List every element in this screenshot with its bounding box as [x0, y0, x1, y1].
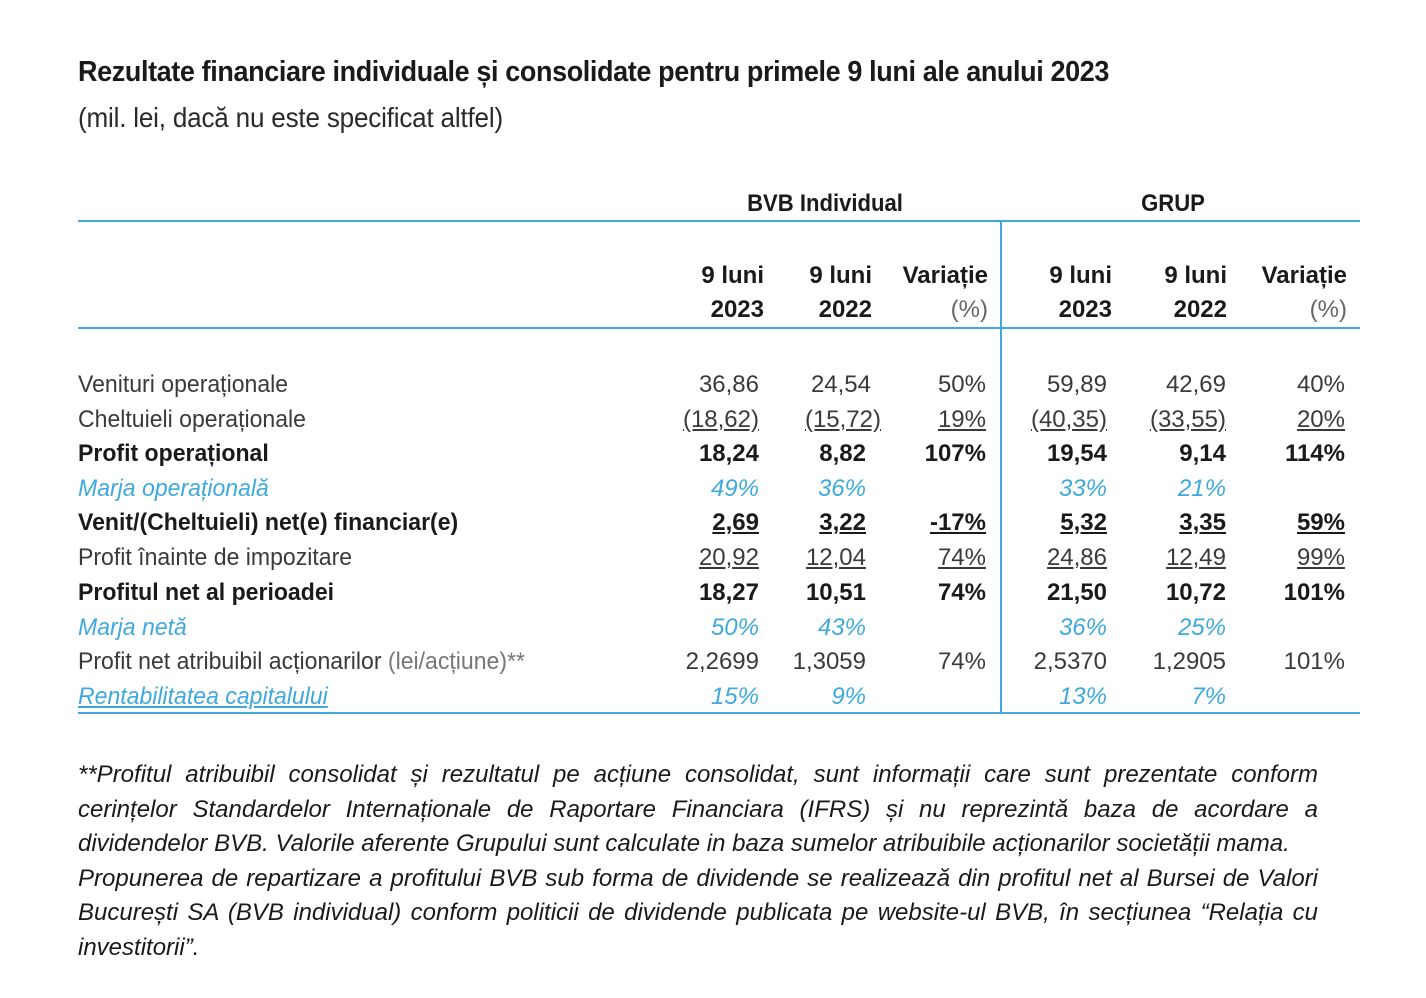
page-subtitle: (mil. lei, dacă nu este specificat altfe…	[78, 102, 503, 133]
row-label: Marja netă	[78, 614, 187, 641]
cell-ind-var: 107%	[924, 440, 986, 467]
table-group-divider	[1000, 222, 1002, 714]
cell-grp-var: 40%	[1296, 371, 1345, 398]
row-label: Venituri operaționale	[78, 371, 289, 398]
cell-ind-2022: 24,54	[810, 371, 871, 398]
table-row-venit-financiar: Venit/(Cheltuieli) net(e) financiar(e) 2…	[0, 506, 1426, 540]
column-header-grp-2023: 9 luni 2023	[1049, 262, 1112, 323]
cell-grp-var: 101%	[1283, 648, 1345, 675]
cell-ind-var: -17%	[929, 509, 986, 536]
cell-ind-2023: 49%	[710, 475, 759, 502]
cell-ind-2023: 18,24	[698, 440, 759, 467]
cell-ind-2023: 15%	[710, 683, 759, 710]
cell-grp-2023: 36%	[1058, 614, 1107, 641]
cell-ind-var: 74%	[937, 544, 986, 571]
cell-grp-2023: 13%	[1058, 683, 1107, 710]
cell-ind-2022: 3,22	[819, 509, 866, 536]
cell-grp-2022: 42,69	[1165, 371, 1226, 398]
row-label: Profitul net al perioadei	[78, 579, 335, 606]
cell-grp-2022: 1,2905	[1152, 648, 1226, 675]
footnote-ifrs: **Profitul atribuibil consolidat și rezu…	[78, 761, 1318, 857]
cell-grp-2023: 19,54	[1046, 440, 1107, 467]
cell-grp-2022: 9,14	[1179, 440, 1226, 467]
cell-ind-2022: 36%	[817, 475, 866, 502]
row-label: Rentabilitatea capitalului	[78, 683, 328, 710]
table-row-venituri: Venituri operaționale 36,86 24,54 50% 59…	[0, 368, 1426, 402]
group-header-individual: BVB Individual	[747, 190, 903, 217]
cell-ind-2023: 20,92	[698, 544, 759, 571]
cell-grp-var: 101%	[1283, 579, 1345, 606]
cell-ind-var: 50%	[937, 371, 986, 398]
table-header-rule	[78, 327, 1360, 329]
cell-grp-2022: 7%	[1191, 683, 1226, 710]
table-row-profit-operational: Profit operațional 18,24 8,82 107% 19,54…	[0, 437, 1426, 471]
table-row-profit-net: Profitul net al perioadei 18,27 10,51 74…	[0, 576, 1426, 610]
table-top-rule	[78, 220, 1360, 222]
cell-ind-var: 19%	[937, 406, 986, 433]
cell-grp-2023: 2,5370	[1033, 648, 1107, 675]
cell-ind-var: 74%	[937, 579, 986, 606]
group-header-grup: GRUP	[1141, 190, 1205, 217]
cell-grp-2023: 21,50	[1046, 579, 1107, 606]
table-row-profit-atribuibil: Profit net atribuibil acționarilor (lei/…	[0, 645, 1426, 679]
column-header-ind-2022: 9 luni 2022	[809, 262, 872, 323]
cell-grp-2022: 3,35	[1179, 509, 1226, 536]
cell-grp-2022: (33,55)	[1149, 406, 1226, 433]
cell-grp-2023: 24,86	[1046, 544, 1107, 571]
cell-grp-var: 99%	[1296, 544, 1345, 571]
column-header-grp-2022: 9 luni 2022	[1164, 262, 1227, 323]
table-bottom-rule	[78, 712, 1360, 714]
cell-ind-2022: 43%	[817, 614, 866, 641]
row-label: Profit net atribuibil acționarilor (lei/…	[78, 648, 525, 675]
table-row-marja-neta: Marja netă 50% 43% 36% 25%	[0, 611, 1426, 645]
table-row-marja-operationala: Marja operațională 49% 36% 33% 21%	[0, 472, 1426, 506]
cell-grp-2022: 12,49	[1165, 544, 1226, 571]
row-unit: (lei/acțiune)**	[387, 648, 525, 675]
cell-grp-2022: 25%	[1177, 614, 1226, 641]
row-label: Profit înainte de impozitare	[78, 544, 353, 571]
cell-grp-2023: (40,35)	[1030, 406, 1107, 433]
row-label: Venit/(Cheltuieli) net(e) financiar(e)	[78, 509, 459, 536]
footnote-dividende: Propunerea de repartizare a profitului B…	[78, 864, 1318, 961]
cell-grp-2023: 5,32	[1060, 509, 1107, 536]
cell-grp-2022: 21%	[1177, 475, 1226, 502]
row-label: Profit operațional	[78, 440, 269, 467]
cell-ind-var: 74%	[937, 648, 986, 675]
table-row-rentabilitate: Rentabilitatea capitalului 15% 9% 13% 7%	[0, 680, 1426, 714]
cell-ind-2023: 2,2699	[685, 648, 759, 675]
cell-grp-var: 114%	[1284, 440, 1345, 467]
cell-ind-2022: 9%	[831, 683, 866, 710]
cell-ind-2023: 50%	[710, 614, 759, 641]
cell-grp-2023: 59,89	[1046, 371, 1107, 398]
cell-ind-2023: 18,27	[698, 579, 759, 606]
footnotes: **Profitul atribuibil consolidat și rezu…	[78, 758, 1318, 965]
row-label: Marja operațională	[78, 475, 269, 502]
cell-grp-var: 20%	[1296, 406, 1345, 433]
cell-ind-2022: 10,51	[805, 579, 866, 606]
cell-ind-2022: 1,3059	[792, 648, 866, 675]
page-title: Rezultate financiare individuale și cons…	[78, 56, 1110, 88]
cell-ind-2023: 2,69	[712, 509, 759, 536]
column-header-grp-variation: Variație (%)	[1261, 262, 1347, 323]
cell-ind-2023: 36,86	[698, 371, 759, 398]
cell-ind-2022: 12,04	[805, 544, 866, 571]
cell-ind-2022: 8,82	[819, 440, 866, 467]
cell-grp-2023: 33%	[1058, 475, 1107, 502]
column-header-ind-variation: Variație (%)	[902, 262, 988, 323]
column-header-ind-2023: 9 luni 2023	[701, 262, 764, 323]
row-label: Cheltuieli operaționale	[78, 406, 306, 433]
cell-grp-2022: 10,72	[1165, 579, 1226, 606]
table-row-cheltuieli: Cheltuieli operaționale (18,62) (15,72) …	[0, 403, 1426, 437]
cell-ind-2023: (18,62)	[682, 406, 759, 433]
table-row-profit-inainte-impozitare: Profit înainte de impozitare 20,92 12,04…	[0, 541, 1426, 575]
cell-ind-2022: (15,72)	[804, 406, 881, 433]
cell-grp-var: 59%	[1296, 509, 1345, 536]
